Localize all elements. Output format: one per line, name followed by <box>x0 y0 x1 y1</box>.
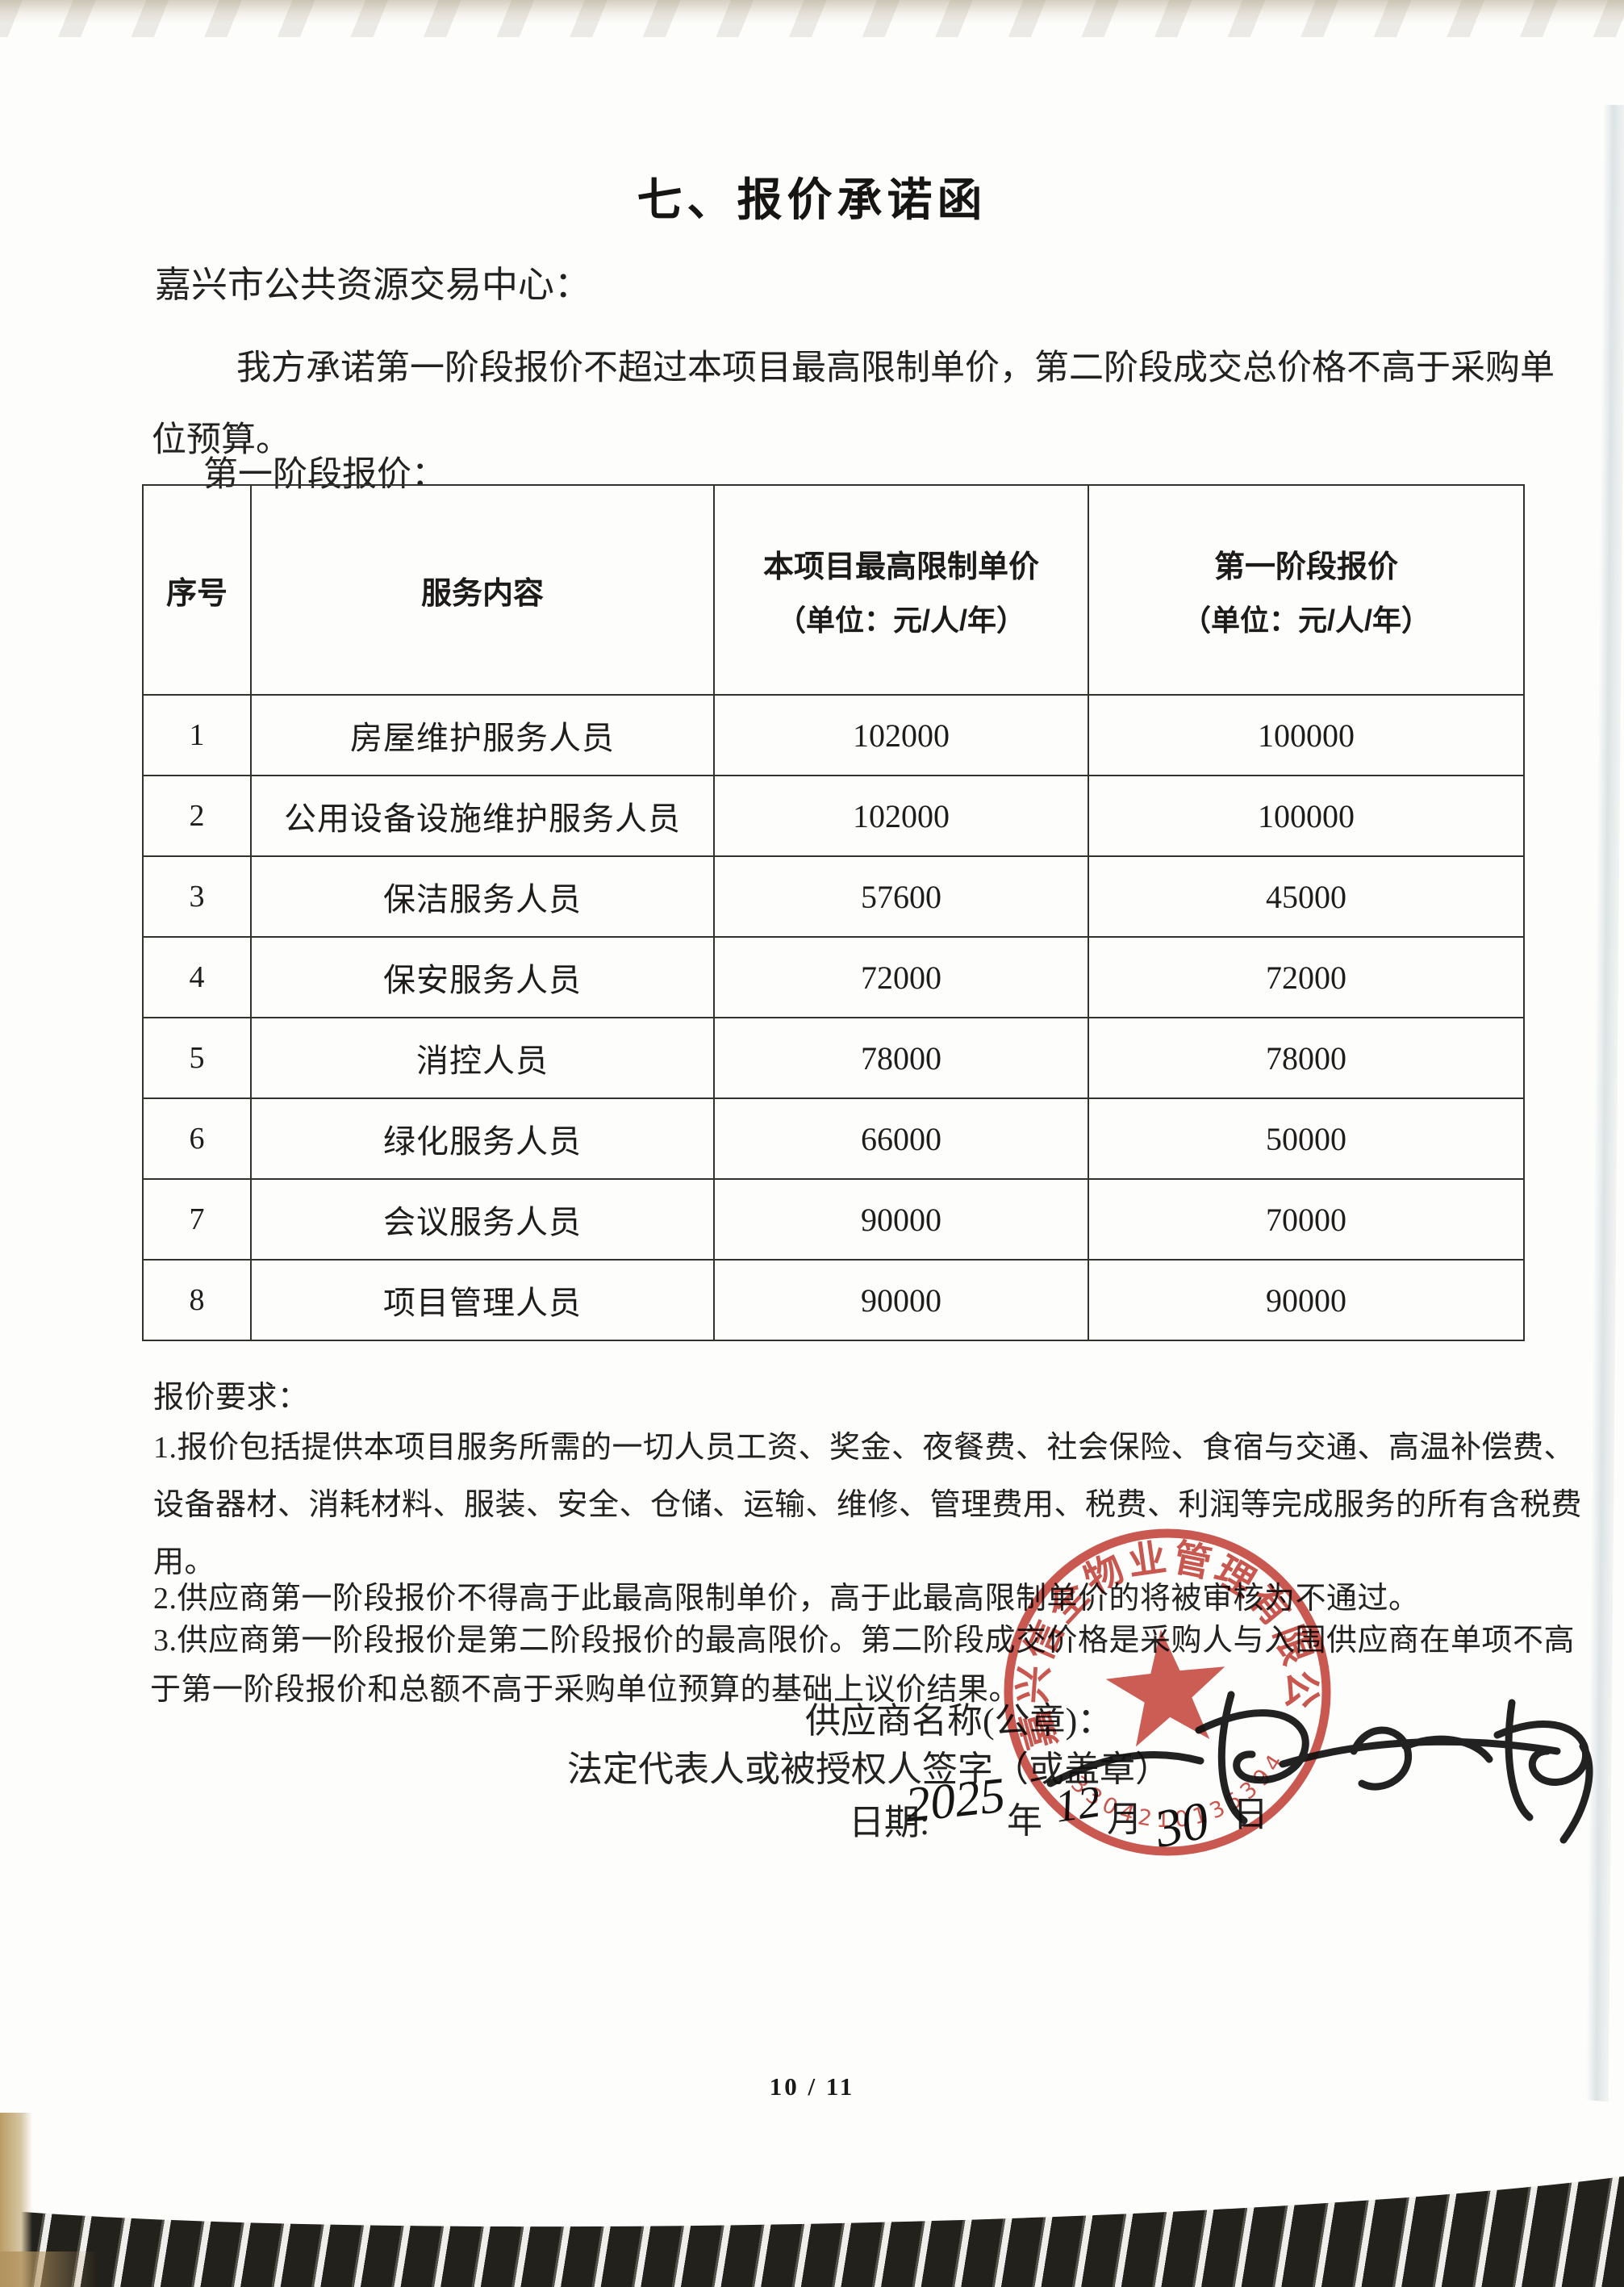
table-row: 4 保安服务人员 72000 72000 <box>142 936 1525 1018</box>
signature-scribble <box>1046 1691 1593 1844</box>
row-seq: 5 <box>142 1017 252 1099</box>
scan-top-edge <box>0 0 1624 24</box>
requirement-line: 用。 <box>153 1545 216 1579</box>
row-max-price: 57600 <box>713 855 1089 938</box>
row-service: 消控人员 <box>250 1017 715 1099</box>
row-service: 保洁服务人员 <box>250 855 715 938</box>
scan-right-page-edge <box>1584 104 1624 2204</box>
row-max-price: 102000 <box>713 694 1089 776</box>
row-service: 保安服务人员 <box>250 936 715 1018</box>
requirement-line: 于第一阶段报价和总额不高于采购单位预算的基础上议价结果。 <box>150 1673 1021 1707</box>
row-stage1-price: 50000 <box>1088 1098 1525 1180</box>
table-row: 1 房屋维护服务人员 102000 100000 <box>142 694 1525 776</box>
month-char: 月 <box>1107 1800 1142 1839</box>
table-row: 7 会议服务人员 90000 70000 <box>142 1178 1525 1261</box>
row-stage1-price: 70000 <box>1088 1178 1525 1261</box>
table-row: 2 公用设备设施维护服务人员 102000 100000 <box>142 775 1525 857</box>
stamp-ring <box>1004 1528 1331 1856</box>
date-label: 日期: <box>849 1803 930 1842</box>
row-seq: 7 <box>142 1178 252 1261</box>
row-seq: 6 <box>142 1098 252 1180</box>
table-row: 8 项目管理人员 90000 90000 <box>142 1259 1525 1341</box>
table-row: 3 保洁服务人员 57600 45000 <box>142 855 1525 938</box>
row-service: 项目管理人员 <box>250 1259 715 1341</box>
year-char: 年 <box>1007 1801 1042 1841</box>
table-row: 6 绿化服务人员 66000 50000 <box>142 1098 1525 1180</box>
row-seq: 1 <box>142 694 252 776</box>
handwritten-year: 2025 <box>902 1767 1008 1833</box>
row-max-price: 66000 <box>713 1098 1089 1180</box>
row-service: 房屋维护服务人员 <box>250 694 715 776</box>
legal-rep-signature-label: 法定代表人或被授权人签字（或盖章） <box>567 1750 1171 1789</box>
row-stage1-price: 72000 <box>1088 936 1525 1018</box>
quotation-table: 序号 服务内容 本项目最高限制单价 （单位：元/人/年） 第一阶段报价 （单位：元/… <box>142 484 1525 1341</box>
row-service: 公用设备设施维护服务人员 <box>250 775 715 857</box>
desk-edge-corner <box>0 2251 97 2287</box>
supplier-seal-label: 供应商名称(公章)： <box>805 1701 1113 1741</box>
requirements-title: 报价要求： <box>153 1381 309 1415</box>
row-seq: 4 <box>142 936 252 1018</box>
requirement-line: 2.供应商第一阶段报价不得高于此最高限制单价，高于此最高限制单价的将被审核为不通… <box>153 1582 1420 1616</box>
row-service: 会议服务人员 <box>250 1178 715 1261</box>
row-stage1-price: 90000 <box>1088 1259 1525 1341</box>
commitment-line-2: 位预算。 <box>152 421 290 459</box>
row-max-price: 90000 <box>713 1178 1089 1261</box>
row-max-price: 78000 <box>713 1017 1089 1099</box>
row-max-price: 102000 <box>713 775 1089 857</box>
row-stage1-price: 78000 <box>1088 1017 1525 1099</box>
header-stage1-price-unit: （单位：元/人/年） <box>1181 603 1430 637</box>
table-header-row: 序号 服务内容 本项目最高限制单价 （单位：元/人/年） 第一阶段报价 （单位：元/… <box>142 484 1525 696</box>
header-max-price: 本项目最高限制单价 （单位：元/人/年） <box>713 484 1089 696</box>
requirement-line: 1.报价包括提供本项目服务所需的一切人员工资、奖金、夜餐费、社会保险、食宿与交通… <box>153 1431 1576 1465</box>
header-stage1-price: 第一阶段报价 （单位：元/人/年） <box>1088 484 1525 696</box>
commitment-line-1: 我方承诺第一阶段报价不超过本项目最高限制单价，第二阶段成交总价格不高于采购单 <box>236 349 1555 387</box>
page-number: 10 / 11 <box>769 2072 855 2101</box>
requirement-line: 3.供应商第一阶段报价是第二阶段报价的最高限价。第二阶段成交价格是采购人与入围供… <box>153 1624 1576 1658</box>
row-seq: 2 <box>142 775 252 857</box>
header-max-price-unit: （单位：元/人/年） <box>776 603 1025 637</box>
row-stage1-price: 45000 <box>1088 855 1525 938</box>
table-row: 5 消控人员 78000 78000 <box>142 1017 1525 1099</box>
row-service: 绿化服务人员 <box>250 1098 715 1180</box>
header-seq: 序号 <box>142 484 252 696</box>
scan-top-edge-texture <box>0 0 1624 37</box>
header-service: 服务内容 <box>250 484 715 696</box>
row-max-price: 90000 <box>713 1259 1089 1341</box>
requirement-line: 设备器材、消耗材料、服装、安全、仓储、运输、维修、管理费用、税费、利润等完成服务… <box>153 1488 1583 1522</box>
addressee-line: 嘉兴市公共资源交易中心： <box>155 265 591 305</box>
row-stage1-price: 100000 <box>1088 775 1525 857</box>
page-title: 七、报价承诺函 <box>637 176 987 226</box>
row-max-price: 72000 <box>713 936 1089 1018</box>
row-seq: 8 <box>142 1259 252 1341</box>
star-icon <box>1105 1629 1225 1747</box>
row-seq: 3 <box>142 855 252 938</box>
row-stage1-price: 100000 <box>1088 694 1525 776</box>
